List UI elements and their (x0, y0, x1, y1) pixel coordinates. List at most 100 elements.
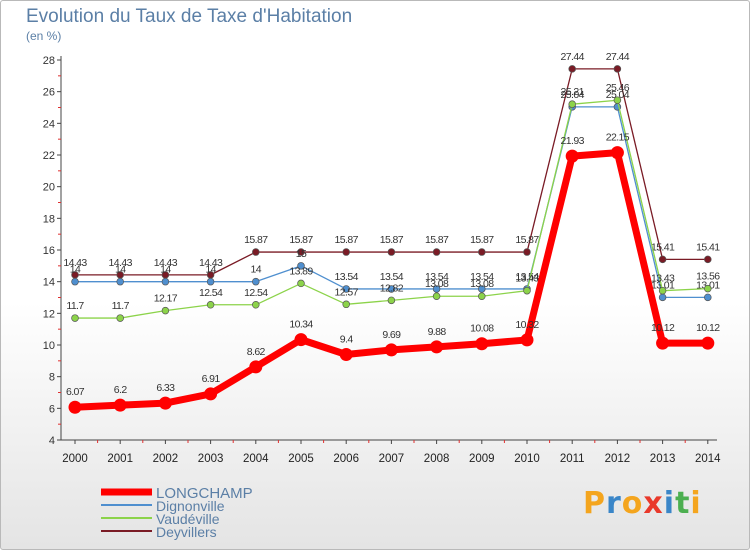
data-point-longchamp (565, 149, 579, 163)
logo-letter: i (690, 486, 702, 521)
y-tick-label: 18 (43, 213, 55, 225)
data-label-vaudeville: 13.56 (696, 271, 720, 283)
x-tick-label: 2006 (333, 453, 359, 465)
data-label-longchamp: 6.33 (156, 382, 175, 394)
data-label-vaudeville: 12.17 (154, 293, 178, 305)
data-label-vaudeville: 13.08 (425, 278, 449, 290)
y-tick-label: 12 (43, 308, 55, 320)
data-point-dignonville (478, 285, 486, 293)
data-label-dignonville: 14 (70, 264, 81, 276)
data-label-vaudeville: 13.89 (289, 265, 313, 277)
data-label-longchamp: 9.69 (382, 329, 401, 341)
x-tick-label: 2010 (514, 453, 540, 465)
data-label-dignonville: 13.01 (651, 279, 675, 291)
data-point-vaudeville (116, 314, 124, 322)
data-label-dignonville: 14 (205, 264, 216, 276)
data-label-deyvillers: 15.87 (380, 234, 404, 246)
data-label-dignonville: 15 (296, 248, 307, 260)
data-label-dignonville: 14 (251, 264, 262, 276)
data-label-deyvillers: 15.41 (696, 241, 720, 253)
data-point-vaudeville (297, 279, 305, 288)
data-label-dignonville: 25.04 (606, 89, 630, 101)
data-label-vaudeville: 25.46 (606, 82, 630, 94)
data-point-longchamp (384, 343, 398, 357)
data-label-longchamp: 22.15 (606, 132, 630, 144)
y-tick-label: 28 (43, 55, 55, 67)
data-label-longchamp: 10.12 (696, 322, 720, 334)
x-tick-label: 2003 (198, 453, 224, 465)
data-point-vaudeville (658, 286, 667, 295)
data-point-longchamp (430, 340, 444, 354)
data-point-vaudeville (478, 292, 486, 300)
chart-unit: (en %) (26, 29, 62, 43)
x-tick-label: 2002 (153, 453, 179, 465)
data-label-dignonville: 13.54 (380, 271, 404, 283)
data-label-vaudeville: 25.21 (561, 86, 585, 98)
data-point-deyvillers (523, 248, 531, 256)
data-label-longchamp: 10.12 (651, 322, 675, 334)
data-point-deyvillers (342, 248, 350, 256)
data-point-dignonville (658, 293, 667, 302)
data-label-longchamp: 9.88 (428, 326, 447, 338)
data-label-vaudeville: 12.54 (199, 287, 223, 299)
x-tick-label: 2007 (379, 453, 405, 465)
y-tick-label: 8 (49, 372, 55, 384)
data-label-deyvillers: 15.87 (244, 234, 268, 246)
y-tick-label: 26 (43, 87, 55, 99)
data-label-dignonville: 13.54 (335, 271, 359, 283)
data-point-longchamp (701, 336, 715, 350)
data-point-deyvillers (613, 65, 622, 73)
data-point-deyvillers (478, 248, 486, 256)
x-tick-label: 2009 (469, 453, 495, 465)
y-tick-label: 14 (43, 277, 55, 289)
data-point-vaudeville (704, 284, 712, 293)
data-point-deyvillers (568, 65, 576, 73)
data-label-dignonville: 13.54 (515, 271, 539, 283)
data-label-vaudeville: 12.82 (380, 282, 404, 294)
data-point-longchamp (68, 400, 82, 414)
x-tick-label: 2011 (560, 453, 585, 465)
data-point-dignonville (71, 277, 79, 286)
data-point-longchamp (158, 396, 172, 410)
logo-letter: o (621, 486, 644, 521)
data-point-vaudeville (432, 292, 441, 300)
data-label-dignonville: 14 (115, 264, 126, 276)
data-point-dignonville (342, 285, 350, 293)
data-label-dignonville: 25.04 (561, 89, 585, 101)
logo-letter: r (606, 486, 622, 521)
data-point-longchamp (475, 337, 489, 351)
data-point-vaudeville (613, 96, 622, 104)
data-point-longchamp (294, 333, 308, 347)
data-label-longchamp: 6.2 (114, 384, 128, 396)
y-tick-label: 4 (49, 435, 55, 447)
data-point-dignonville (206, 277, 215, 286)
data-point-longchamp (339, 348, 353, 361)
x-tick-label: 2000 (62, 453, 88, 465)
x-tick-label: 2012 (605, 453, 631, 465)
data-point-vaudeville (161, 306, 170, 315)
data-point-deyvillers (252, 248, 260, 256)
data-label-longchamp: 21.93 (561, 135, 585, 147)
data-label-deyvillers: 15.87 (470, 234, 494, 246)
data-point-vaudeville (71, 314, 79, 322)
data-point-longchamp (113, 398, 127, 412)
data-label-deyvillers: 27.44 (561, 51, 585, 63)
data-label-deyvillers: 14.43 (63, 257, 87, 269)
x-tick-label: 2013 (650, 453, 676, 465)
y-tick-label: 6 (49, 403, 55, 415)
data-point-dignonville (252, 277, 260, 286)
data-label-longchamp: 10.32 (515, 319, 539, 331)
data-point-dignonville (432, 285, 441, 293)
y-tick-label: 20 (43, 182, 55, 194)
data-label-deyvillers: 14.43 (154, 257, 178, 269)
proxiti-logo: Proxiti (583, 486, 702, 521)
data-label-dignonville: 13.54 (470, 271, 494, 283)
data-point-dignonville (387, 285, 396, 293)
data-point-vaudeville (568, 100, 576, 108)
legend-label: Dignonville (156, 498, 225, 514)
data-point-deyvillers (432, 248, 441, 256)
y-tick-label: 24 (43, 118, 55, 130)
data-label-vaudeville: 11.7 (66, 300, 84, 312)
data-point-deyvillers (387, 248, 396, 256)
